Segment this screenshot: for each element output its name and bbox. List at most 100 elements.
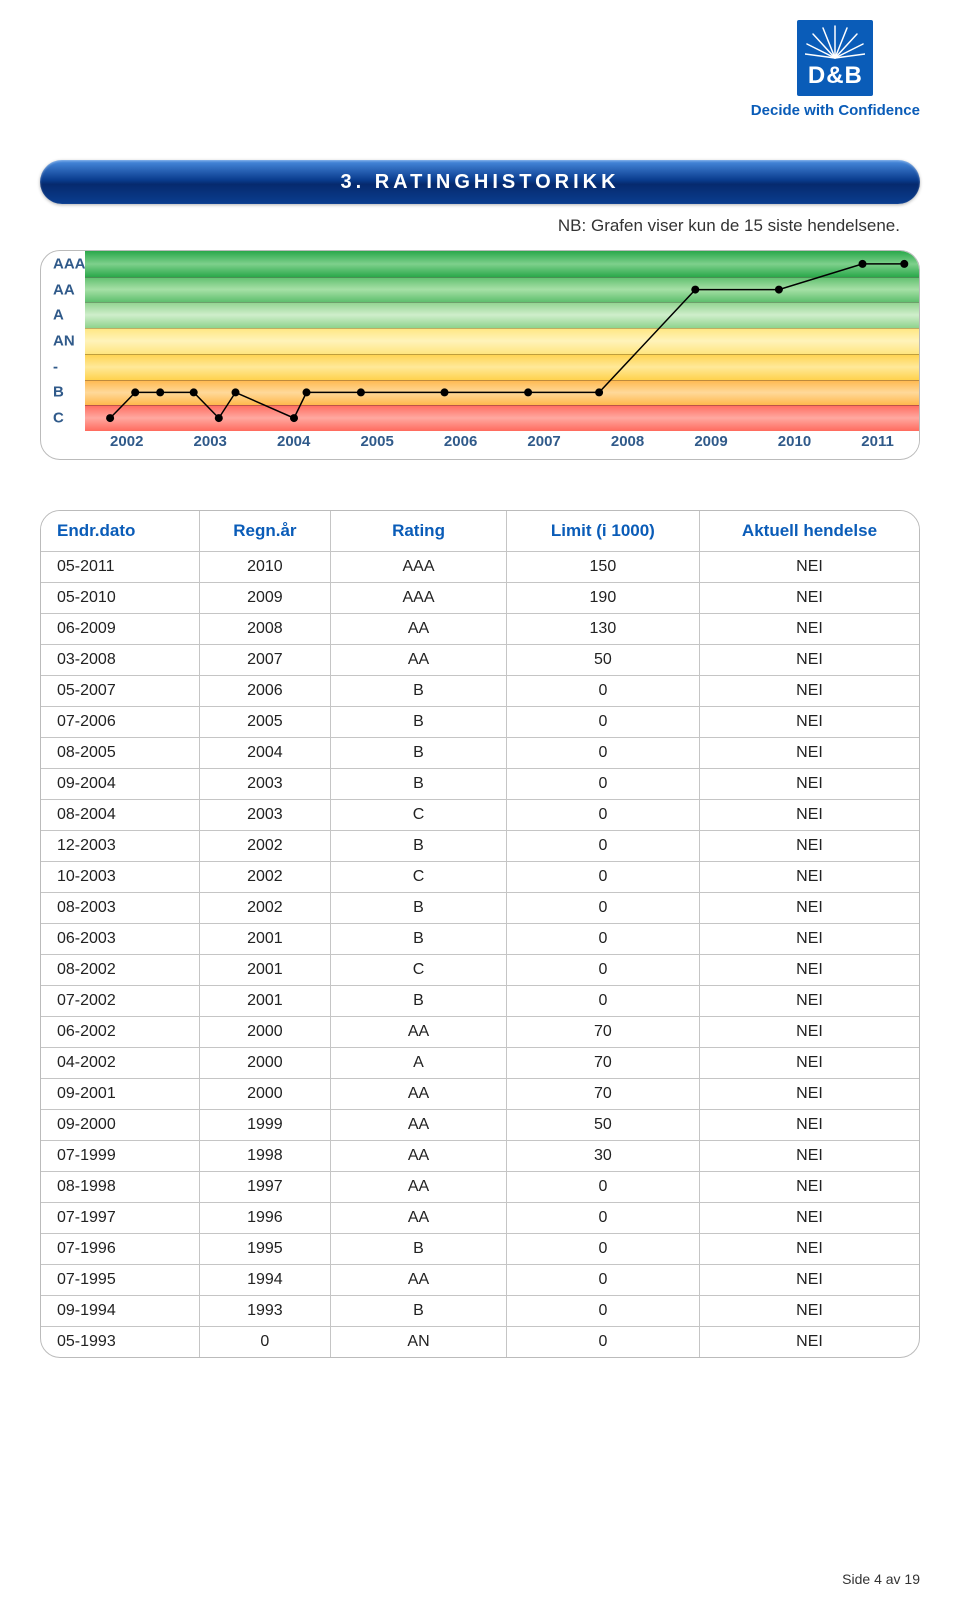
table-cell: NEI	[699, 924, 919, 955]
brand-logo-block: D&B Decide with Confidence	[751, 20, 920, 119]
table-cell: 2001	[199, 986, 331, 1017]
chart-line-layer	[85, 251, 920, 431]
table-cell: NEI	[699, 676, 919, 707]
table-cell: 0	[506, 862, 699, 893]
table-cell: 2001	[199, 924, 331, 955]
table-header-cell: Rating	[331, 511, 507, 552]
table-cell: 0	[506, 1203, 699, 1234]
section-title-bar: 3. RATINGHISTORIKK	[40, 160, 920, 204]
table-header-cell: Regn.år	[199, 511, 331, 552]
table-cell: NEI	[699, 1172, 919, 1203]
table-cell: B	[331, 986, 507, 1017]
table-cell: AA	[331, 1017, 507, 1048]
table-row: 05-20102009AAA190NEI	[41, 583, 919, 614]
table-row: 05-20112010AAA150NEI	[41, 552, 919, 583]
table-cell: 12-2003	[41, 831, 199, 862]
table-cell: 0	[506, 893, 699, 924]
table-cell: 0	[506, 800, 699, 831]
chart-x-label: 2006	[444, 433, 477, 455]
table-row: 09-20001999AA50NEI	[41, 1110, 919, 1141]
chart-x-label: 2003	[194, 433, 227, 455]
table-cell: NEI	[699, 769, 919, 800]
table-cell: 03-2008	[41, 645, 199, 676]
table-cell: 1998	[199, 1141, 331, 1172]
table-row: 06-20092008AA130NEI	[41, 614, 919, 645]
table-row: 07-20062005B0NEI	[41, 707, 919, 738]
table-cell: AA	[331, 1110, 507, 1141]
table-cell: 2009	[199, 583, 331, 614]
chart-note: NB: Grafen viser kun de 15 siste hendels…	[558, 216, 900, 236]
table-cell: NEI	[699, 800, 919, 831]
table-cell: 05-2010	[41, 583, 199, 614]
chart-y-label: A	[41, 307, 81, 324]
brand-initials: D&B	[797, 62, 873, 90]
table-cell: AAA	[331, 583, 507, 614]
chart-x-label: 2009	[694, 433, 727, 455]
table-cell: 2000	[199, 1048, 331, 1079]
rating-chart: AAAAAAAN-BC20022003200420052006200720082…	[40, 250, 920, 460]
table-cell: 05-2011	[41, 552, 199, 583]
table-cell: NEI	[699, 862, 919, 893]
table-cell: NEI	[699, 831, 919, 862]
table-cell: 0	[506, 676, 699, 707]
chart-x-label: 2002	[110, 433, 143, 455]
chart-x-label: 2005	[360, 433, 393, 455]
table-row: 09-19941993B0NEI	[41, 1296, 919, 1327]
table-row: 08-20052004B0NEI	[41, 738, 919, 769]
table-cell: 2000	[199, 1079, 331, 1110]
table-cell: 07-1995	[41, 1265, 199, 1296]
sunburst-icon	[805, 24, 865, 60]
table-cell: B	[331, 738, 507, 769]
table-cell: B	[331, 1296, 507, 1327]
table-cell: NEI	[699, 614, 919, 645]
table-cell: 2005	[199, 707, 331, 738]
table-cell: 1996	[199, 1203, 331, 1234]
table-cell: 2003	[199, 800, 331, 831]
table-cell: 07-1999	[41, 1141, 199, 1172]
table-cell: B	[331, 893, 507, 924]
table-row: 08-20032002B0NEI	[41, 893, 919, 924]
table-cell: 2008	[199, 614, 331, 645]
table-cell: 0	[506, 924, 699, 955]
table-cell: C	[331, 862, 507, 893]
table-cell: B	[331, 676, 507, 707]
table-row: 12-20032002B0NEI	[41, 831, 919, 862]
table-row: 07-19971996AA0NEI	[41, 1203, 919, 1234]
table-cell: NEI	[699, 1079, 919, 1110]
table-cell: 130	[506, 614, 699, 645]
table-row: 07-19961995B0NEI	[41, 1234, 919, 1265]
table-cell: 2000	[199, 1017, 331, 1048]
table-cell: 0	[506, 707, 699, 738]
table-cell: 1997	[199, 1172, 331, 1203]
table-cell: 08-2004	[41, 800, 199, 831]
table-cell: 0	[506, 769, 699, 800]
chart-y-label: -	[41, 358, 81, 375]
table-cell: 08-1998	[41, 1172, 199, 1203]
table-cell: 2003	[199, 769, 331, 800]
table-cell: 0	[506, 1265, 699, 1296]
table-cell: B	[331, 707, 507, 738]
table-cell: 0	[506, 1234, 699, 1265]
table-cell: NEI	[699, 1141, 919, 1172]
table-cell: 2001	[199, 955, 331, 986]
table-row: 06-20022000AA70NEI	[41, 1017, 919, 1048]
table-cell: NEI	[699, 1203, 919, 1234]
table-cell: 08-2005	[41, 738, 199, 769]
table-cell: 2006	[199, 676, 331, 707]
table-cell: 07-1996	[41, 1234, 199, 1265]
chart-y-label: C	[41, 410, 81, 427]
table-header-cell: Limit (i 1000)	[506, 511, 699, 552]
chart-x-axis: 2002200320042005200620072008200920102011	[85, 433, 919, 455]
table-cell: 2004	[199, 738, 331, 769]
chart-x-label: 2008	[611, 433, 644, 455]
table-cell: 2002	[199, 831, 331, 862]
table-cell: 0	[506, 831, 699, 862]
table-cell: 190	[506, 583, 699, 614]
table-cell: NEI	[699, 707, 919, 738]
table-cell: 08-2003	[41, 893, 199, 924]
table-row: 07-19991998AA30NEI	[41, 1141, 919, 1172]
table-row: 07-19951994AA0NEI	[41, 1265, 919, 1296]
table-cell: NEI	[699, 1296, 919, 1327]
table-header-cell: Endr.dato	[41, 511, 199, 552]
table-cell: 150	[506, 552, 699, 583]
